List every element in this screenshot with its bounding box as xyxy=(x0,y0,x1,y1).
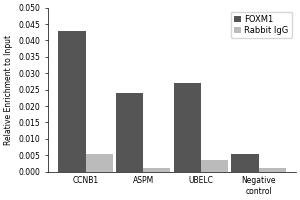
Y-axis label: Relative Enrichment to Input: Relative Enrichment to Input xyxy=(4,35,13,145)
Bar xyxy=(231,154,259,172)
Bar xyxy=(116,93,143,172)
Bar xyxy=(201,160,228,172)
Bar xyxy=(58,31,85,172)
Bar xyxy=(143,168,170,172)
Bar xyxy=(259,168,286,172)
Bar xyxy=(85,154,113,172)
Bar xyxy=(174,83,201,172)
Legend: FOXM1, Rabbit IgG: FOXM1, Rabbit IgG xyxy=(231,12,292,38)
